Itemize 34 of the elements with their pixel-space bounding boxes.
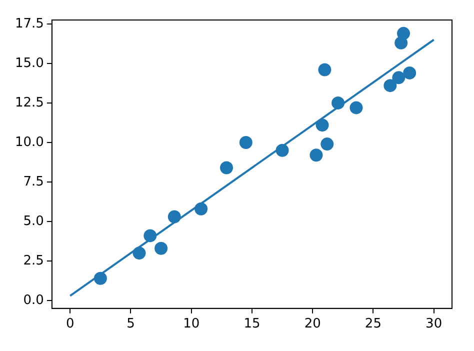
x-tick-label: 5 xyxy=(126,316,135,332)
point xyxy=(168,210,181,224)
y-tick-label: 17.5 xyxy=(14,16,44,32)
point xyxy=(154,242,168,255)
point xyxy=(318,63,332,76)
x-tick-label: 10 xyxy=(183,316,200,332)
point xyxy=(320,138,334,151)
x-tick-label: 30 xyxy=(426,316,442,332)
y-tick-label: 12.5 xyxy=(14,95,44,110)
point xyxy=(384,79,397,92)
point xyxy=(316,118,329,132)
x-tick-label: 25 xyxy=(364,316,382,332)
y-tick-label: 7.5 xyxy=(23,174,44,190)
point xyxy=(144,229,157,242)
y-tick-label: 10.0 xyxy=(14,134,44,150)
point xyxy=(397,26,410,40)
y-tick-label: 2.5 xyxy=(23,253,44,268)
y-tick-label: 0.0 xyxy=(23,292,44,308)
point xyxy=(310,148,323,162)
x-tick-label: 0 xyxy=(66,316,74,332)
point xyxy=(350,101,363,114)
point xyxy=(220,161,234,174)
point xyxy=(132,246,146,260)
point xyxy=(94,272,107,285)
point xyxy=(194,202,208,216)
x-tick-label: 15 xyxy=(244,316,260,332)
point xyxy=(392,71,406,84)
y-tick-label: 5.0 xyxy=(23,214,44,229)
point xyxy=(332,96,345,110)
point xyxy=(276,144,289,157)
point xyxy=(403,66,416,80)
x-tick-label: 20 xyxy=(304,316,321,332)
point xyxy=(239,136,252,149)
y-tick-label: 15.0 xyxy=(14,56,44,71)
